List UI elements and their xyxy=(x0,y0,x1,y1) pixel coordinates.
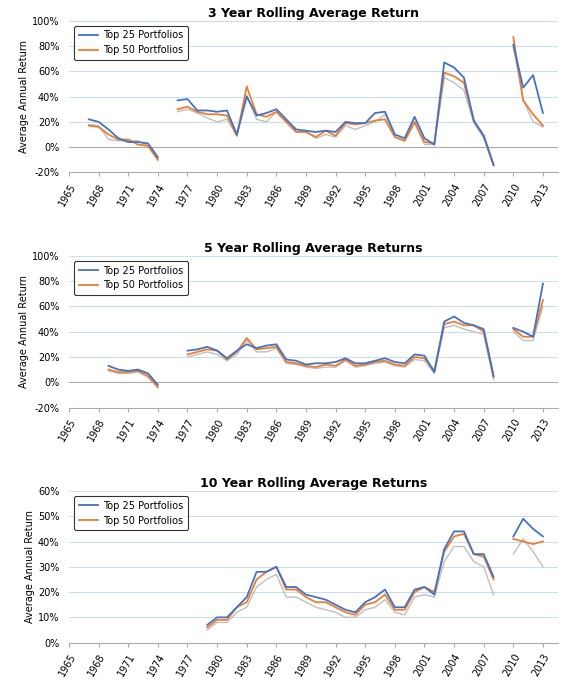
Y-axis label: Average Annual Return: Average Annual Return xyxy=(25,510,35,623)
Title: 5 Year Rolling Average Returns: 5 Year Rolling Average Returns xyxy=(204,242,423,255)
Legend: Top 25 Portfolios, Top 50 Portfolios: Top 25 Portfolios, Top 50 Portfolios xyxy=(74,496,188,531)
Title: 3 Year Rolling Average Return: 3 Year Rolling Average Return xyxy=(208,6,419,19)
Y-axis label: Average Annual Return: Average Annual Return xyxy=(19,275,29,388)
Legend: Top 25 Portfolios, Top 50 Portfolios: Top 25 Portfolios, Top 50 Portfolios xyxy=(74,261,188,295)
Y-axis label: Average Annual Return: Average Annual Return xyxy=(19,40,29,153)
Title: 10 Year Rolling Average Returns: 10 Year Rolling Average Returns xyxy=(200,477,427,490)
Legend: Top 25 Portfolios, Top 50 Portfolios: Top 25 Portfolios, Top 50 Portfolios xyxy=(74,26,188,60)
